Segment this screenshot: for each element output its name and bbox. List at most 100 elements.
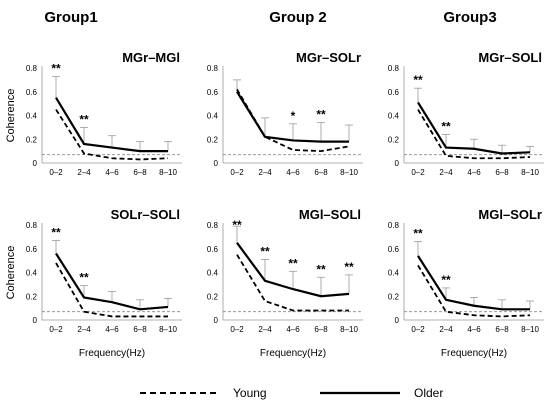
legend: Young Older [140,386,443,400]
y-tick-label: 0.2 [26,135,38,144]
x-tick-label: 6–8 [314,325,328,334]
chart-panel: MGl–SOLl 0 0.2 0.4 0.6 0.8 0–2 2–4 4–6 6–8 8–10 ** *… [207,207,363,359]
x-tick-label: 2–4 [439,325,453,334]
group-titles: Group1 Group 2 Group3 [44,9,496,26]
x-tick-label: 0–2 [230,168,244,177]
series-line-older [55,97,168,153]
x-tick-label: 6–8 [133,325,147,334]
y-tick-label: 0 [33,159,38,168]
y-tick-label: 0.6 [26,88,38,97]
significance-marker: ** [51,61,61,75]
x-tick-label: 2–4 [439,168,453,177]
y-tick-label: 0.8 [26,221,38,230]
y-tick-label: 0.4 [26,269,38,278]
significance-marker: ** [441,120,451,134]
y-tick-label: 0.6 [388,245,400,254]
x-tick-label: 8–10 [159,325,177,334]
x-tick-label: 0–2 [411,325,425,334]
x-tick-label: 0–2 [49,325,63,334]
group-title: Group 2 [269,9,327,26]
significance-marker: ** [413,73,423,87]
y-tick-label: 0.4 [207,269,219,278]
panel-title: MGr–SOLr [296,50,361,65]
panel-title: MGl–SOLl [299,207,361,222]
panel-title: MGr–MGl [122,50,180,65]
group-title: Group3 [443,9,496,26]
series-line-young [417,109,531,160]
x-tick-label: 4–6 [467,325,481,334]
y-tick-label: 0.6 [388,88,400,97]
y-axis-label: Coherence [5,246,17,300]
y-tick-label: 0 [395,159,400,168]
y-tick-label: 0.2 [207,292,219,301]
y-tick-label: 0 [33,316,38,325]
x-tick-label: 6–8 [133,168,147,177]
chart-panel: MGl–SOLr 0 0.2 0.4 0.6 0.8 0–2 2–4 4–6 6–8 8–10 ** *… [388,207,544,359]
x-tick-label: 2–4 [258,325,272,334]
chart-panel: MGr–SOLl 0 0.2 0.4 0.6 0.8 0–2 2–4 4–6 6–8 8–10 ** *… [388,50,544,177]
significance-marker: ** [79,112,89,126]
y-tick-label: 0.8 [207,221,219,230]
panel-title: MGr–SOLl [478,50,542,65]
x-tick-label: 8–10 [521,168,539,177]
series-line-young [417,264,531,318]
y-tick-label: 0.6 [207,88,219,97]
series-line-older [417,255,530,311]
x-tick-label: 8–10 [159,168,177,177]
y-tick-label: 0 [214,316,219,325]
y-tick-label: 0.2 [388,135,400,144]
x-tick-label: 4–6 [286,325,300,334]
significance-marker: ** [441,273,451,287]
significance-marker: ** [316,108,326,122]
y-tick-label: 0.4 [388,112,400,121]
series-line-older [417,101,531,155]
x-tick-label: 6–8 [314,168,328,177]
series-line-young [55,262,168,318]
x-tick-label: 8–10 [340,168,358,177]
y-tick-label: 0.8 [26,64,38,73]
x-tick-label: 4–6 [105,168,119,177]
y-tick-label: 0.8 [388,64,400,73]
chart-panel: MGr–MGl 0 0.2 0.4 0.6 0.8 0–2 2–4 4–6 6–8 8–10 ** **… [5,50,182,177]
y-tick-label: 0.8 [388,221,400,230]
panel-title: MGl–SOLr [478,207,542,222]
significance-marker: ** [51,225,61,239]
series-line-young [236,254,349,312]
series-line-older [236,242,350,298]
x-tick-label: 6–8 [495,325,509,334]
x-tick-label: 0–2 [49,168,63,177]
y-tick-label: 0.2 [207,135,219,144]
significance-marker: ** [232,218,242,232]
y-tick-label: 0.6 [26,245,38,254]
chart-panel: SOLr–SOLl 0 0.2 0.4 0.6 0.8 0–2 2–4 4–6 6–8 8–10 **… [5,207,182,359]
legend-label-older: Older [414,386,443,400]
y-tick-label: 0 [214,159,219,168]
x-tick-label: 2–4 [258,168,272,177]
significance-marker: ** [316,262,326,276]
y-axis-label: Coherence [5,89,17,143]
y-tick-label: 0.6 [207,245,219,254]
y-tick-label: 0.4 [207,112,219,121]
significance-marker: ** [344,260,354,274]
y-tick-label: 0.8 [207,64,219,73]
significance-marker: ** [79,271,89,285]
significance-marker: ** [413,227,423,241]
significance-marker: * [291,109,296,123]
x-tick-label: 0–2 [411,168,425,177]
panel-title: SOLr–SOLl [111,207,180,222]
x-tick-label: 6–8 [495,168,509,177]
y-tick-label: 0.4 [388,269,400,278]
x-axis-label: Frequency(Hz) [260,348,326,359]
significance-marker: ** [288,256,298,270]
group-title: Group1 [44,9,97,26]
x-tick-label: 4–6 [286,168,300,177]
x-tick-label: 0–2 [230,325,244,334]
x-tick-label: 2–4 [77,325,91,334]
y-tick-label: 0.2 [26,292,38,301]
x-tick-label: 8–10 [340,325,358,334]
x-axis-label: Frequency(Hz) [441,348,507,359]
x-tick-label: 4–6 [105,325,119,334]
